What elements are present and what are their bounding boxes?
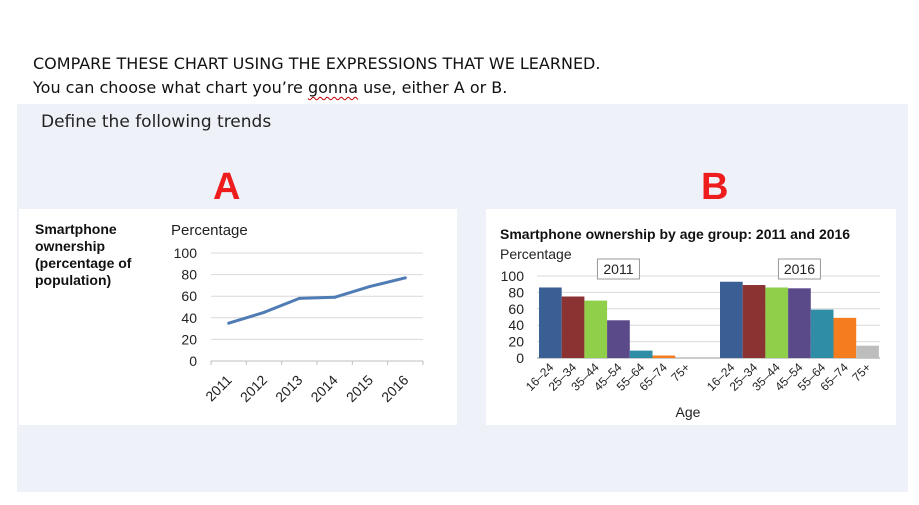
chart-a-y-tick-label: 20 (181, 331, 197, 347)
chart-a-x-tick-label: 2013 (272, 372, 305, 405)
chart-a-y-tick-label: 60 (181, 288, 197, 304)
chart-b-bar (629, 350, 653, 358)
chart-a-letter: A (213, 166, 241, 208)
chart-b-y-tick-label: 100 (501, 268, 525, 284)
chart-a-y-tick-label: 100 (174, 245, 198, 261)
chart-a-x-tick-label: 2011 (202, 372, 235, 405)
chart-b-card: Smartphone ownership by age group: 2011 … (486, 209, 896, 425)
chart-a-x-tick-label: 2015 (343, 372, 376, 405)
chart-b-bar (788, 288, 811, 358)
instruction-line-2: You can choose what chart you’re gonna u… (33, 78, 507, 98)
chart-b-letter: B (701, 166, 729, 208)
chart-b-x-tick-label: 75+ (849, 360, 873, 384)
chart-a-data-point (297, 296, 301, 300)
chart-b-bar (607, 320, 630, 358)
chart-a-data-point (227, 321, 231, 325)
chart-b-group-label-box (777, 258, 821, 280)
chart-b-y-tick-label: 0 (516, 350, 524, 366)
instruction-text-before: You can choose what chart you’re (33, 78, 308, 97)
chart-a-title: Smartphone ownership (percentage of popu… (35, 221, 132, 288)
chart-a-data-point (333, 295, 337, 299)
chart-b-group-label: 2016 (784, 261, 815, 277)
chart-b-bar (652, 355, 676, 358)
chart-a-series-line (228, 276, 406, 325)
chart-b-y-tick-label: 40 (508, 317, 524, 333)
chart-b-bar (810, 309, 834, 358)
chart-a-y-tick-label: 80 (181, 267, 197, 283)
instruction-line-1: COMPARE THESE CHART USING THE EXPRESSION… (33, 54, 601, 73)
chart-a-x-tick-label: 2012 (237, 372, 270, 405)
chart-a-x-tick-label: 2014 (307, 372, 340, 405)
chart-a-y-axis-label: Percentage (171, 222, 248, 239)
chart-b-title: Smartphone ownership by age group: 2011 … (500, 226, 850, 242)
chart-b-bar (539, 287, 562, 358)
panel-title: Define the following trends (41, 112, 272, 132)
chart-b-bar (720, 281, 743, 358)
chart-a-card: Smartphone ownership (percentage of popu… (19, 209, 457, 425)
chart-a-data-point (403, 276, 407, 280)
chart-b-bar (833, 317, 857, 358)
chart-b-bar (584, 300, 608, 358)
chart-b-x-axis-label: Age (676, 404, 701, 420)
chart-b-bar (765, 287, 789, 358)
chart-b-y-tick-label: 20 (508, 334, 524, 350)
chart-a-y-tick-label: 40 (181, 310, 197, 326)
trends-panel: Define the following trends A B Smartpho… (17, 104, 908, 492)
chart-b-y-axis-label: Percentage (500, 246, 572, 262)
chart-b-bar-chart: Smartphone ownership by age group: 2011 … (500, 226, 880, 420)
chart-a-y-tick-label: 0 (189, 353, 197, 369)
chart-b-group-label: 2011 (603, 261, 633, 277)
chart-b-bar (561, 296, 585, 358)
chart-b-bar (856, 345, 879, 358)
spellcheck-flagged-word: gonna (307, 78, 359, 97)
chart-a-data-point (262, 310, 266, 314)
chart-a-x-tick-label: 2016 (378, 372, 411, 405)
chart-b-group-label-box (596, 258, 640, 280)
chart-b-y-tick-label: 60 (508, 301, 524, 317)
chart-a-data-point (368, 284, 372, 288)
chart-b-x-tick-label: 75+ (668, 360, 692, 384)
chart-b-y-tick-label: 80 (508, 284, 524, 300)
instruction-text-after: use, either A or B. (358, 78, 508, 97)
chart-b-bar (742, 285, 766, 358)
